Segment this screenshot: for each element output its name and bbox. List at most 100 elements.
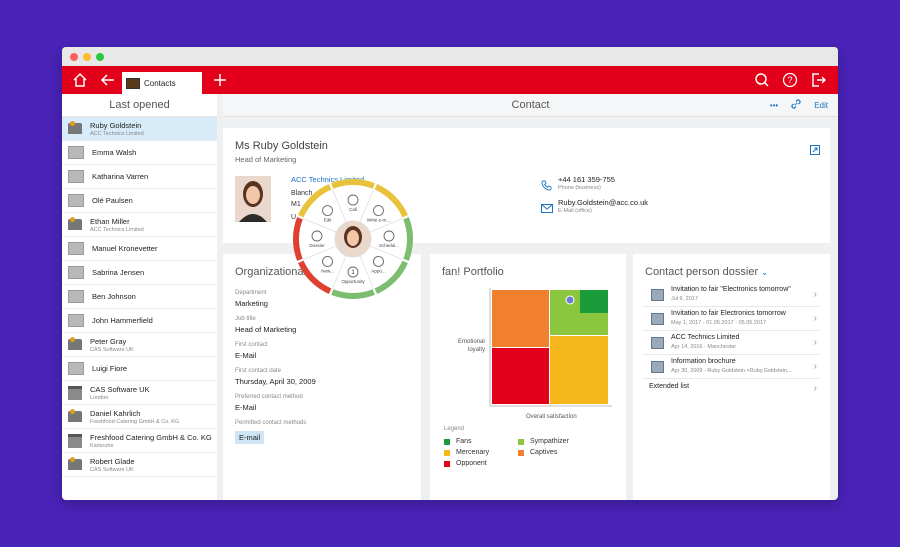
sidebar-item-name: Katharina Varren [92,172,149,181]
sidebar-item[interactable]: Ben Johnson [62,285,217,309]
sidebar-item[interactable]: Peter Gray CAS Software UK [62,333,217,357]
company-link[interactable]: ACC Technics Limited [291,175,365,184]
dossier-item-title: Invitation to fair "Electronics tomorrow… [671,286,791,293]
radial-action-icon[interactable] [311,230,323,242]
dossier-item[interactable]: Invitation to fair "Electronics tomorrow… [643,284,819,307]
company-icon [68,385,82,400]
sidebar-item[interactable]: Ethan Miller ACC Technics Limited [62,213,217,237]
contact-icon [68,266,84,279]
portfolio-title: fan! Portfolio [442,266,504,278]
sidebar-item[interactable]: Freshfood Catering GmbH & Co. KG Karlsruh… [62,429,217,453]
radial-action-label[interactable]: Schedul... [379,243,399,248]
sidebar-item-sub: ACC Technics Limited [90,226,144,233]
radial-action-icon[interactable] [373,205,384,216]
dossier-title[interactable]: Contact person dossier ⌄ [645,266,768,278]
sidebar-item[interactable]: John Hammerfield [62,309,217,333]
dossier-item-sub: Apr 30, 2009 - Ruby Goldstein <Ruby.Gold… [671,368,792,374]
edit-button[interactable]: Edit [814,100,828,110]
dossier-item-title: ACC Technics Limited [671,334,740,341]
minimize-window-button[interactable] [83,52,91,61]
dossier-item[interactable]: Invitation to fair Electronics tomorrow M… [643,308,819,331]
sidebar-item[interactable]: Sabrina Jensen [62,261,217,285]
contact-icon [68,314,84,327]
svg-text:?: ? [787,75,792,85]
dossier-item[interactable]: Information brochure Apr 30, 2009 - Ruby … [643,356,819,379]
radial-action-menu: Call Write e-m... Schedul... Appo... Opportu… [293,179,413,299]
y-axis-label-line-1: Emotional [458,339,485,345]
radial-action-icon[interactable] [347,266,359,278]
radial-action-icon[interactable] [373,256,384,267]
search-icon[interactable] [748,66,776,94]
home-icon[interactable] [66,66,94,94]
link-icon[interactable] [790,98,802,112]
sidebar-item-name: Sabrina Jensen [92,268,145,277]
radial-divider [331,255,347,290]
radial-action-icon[interactable] [322,205,333,216]
legend-sympathizer: Sympathizer [518,438,569,445]
phone-value[interactable]: +44 161 359-755 [558,175,615,184]
back-arrow-icon[interactable] [94,66,122,94]
chevron-down-icon: ⌄ [761,268,768,277]
extended-list-label: Extended list [649,383,690,390]
radial-action-label[interactable]: Opportunity [341,279,365,284]
document-icon [651,337,664,349]
radial-action-label[interactable]: New... [321,268,334,273]
sidebar-item[interactable]: Katharina Varren [62,165,217,189]
sidebar-item-name: Luigi Fiore [92,364,128,373]
sidebar-item[interactable]: Ruby Goldstein ACC Technics Limited [62,117,217,141]
radial-ring-segment [298,260,332,294]
radial-action-label[interactable]: Dossier [309,243,325,248]
tab-contacts[interactable]: Contacts [122,72,202,94]
sidebar-item-name: Daniel Kahrlich [90,408,141,418]
sidebar-item[interactable]: Robert Glade CAS Software UK [62,453,217,477]
close-window-button[interactable] [70,52,78,61]
sidebar-item-name: Freshfood Catering GmbH & Co. KG [90,432,212,442]
contact-name: Ms Ruby Goldstein [235,140,328,152]
radial-action-label[interactable]: Appo... [371,268,385,273]
radial-ring-segment [293,217,303,261]
sidebar-item-name: Peter Gray [90,336,127,346]
sidebar-item[interactable]: Olé Paulsen [62,189,217,213]
legend-label: Mercenary [456,449,490,456]
sidebar-item-name: Ethan Miller [90,216,130,226]
org-field-value: Head of Marketing [235,325,297,334]
logout-icon[interactable] [804,66,832,94]
legend-fans: Fans [444,438,472,445]
contact-icon [68,146,84,159]
add-tab-icon[interactable] [206,66,234,94]
chevron-right-icon: › [813,383,817,394]
sidebar-item[interactable]: Luigi Fiore [62,357,217,381]
dossier-item[interactable]: ACC Technics Limited Apr 14, 2016 - Manch… [643,332,819,355]
open-external-icon[interactable] [810,142,820,160]
radial-action-label[interactable]: Edit [324,218,333,223]
help-icon[interactable]: ? [776,66,804,94]
sidebar-item[interactable]: Daniel Kahrlich Freshfood Catering GmbH &… [62,405,217,429]
radial-action-label[interactable]: Call [349,207,357,212]
more-button[interactable]: ••• [769,100,779,110]
sidebar-item-name: Manuel Kronevetter [92,244,158,253]
sidebar-item-name: Emma Walsh [92,148,137,157]
radial-action-icon[interactable] [383,230,395,242]
sidebar-item[interactable]: Emma Walsh [62,141,217,165]
captives-quadrant [492,290,549,347]
contact-dossier-card: Contact person dossier ⌄ Invitation to f… [633,254,830,500]
maximize-window-button[interactable] [96,52,104,61]
radial-ring-segment [331,289,375,299]
sidebar-item-sub: Karlsruhe [90,442,114,449]
radial-action-icon[interactable] [347,194,359,206]
org-field-label: Preferred contact method [235,394,303,400]
legend-swatch [444,460,450,467]
sidebar-item[interactable]: Manuel Kronevetter [62,237,217,261]
legend-title: Legend [444,426,465,432]
extended-list-link[interactable]: Extended list › [643,378,819,400]
sidebar-item[interactable]: CAS Software UK London [62,381,217,405]
sidebar-item-sub: CAS Software UK [90,346,134,353]
sidebar-item-sub: CAS Software UK [90,466,134,473]
phone-label: Phone (business) [558,185,601,191]
legend-label: Captives [530,449,558,456]
radial-action-label[interactable]: Write e-m... [367,218,390,223]
email-value[interactable]: Ruby.Goldstein@acc.co.uk [558,198,649,207]
document-icon [651,361,664,373]
phone-icon [541,178,552,196]
radial-action-icon[interactable] [322,256,333,267]
